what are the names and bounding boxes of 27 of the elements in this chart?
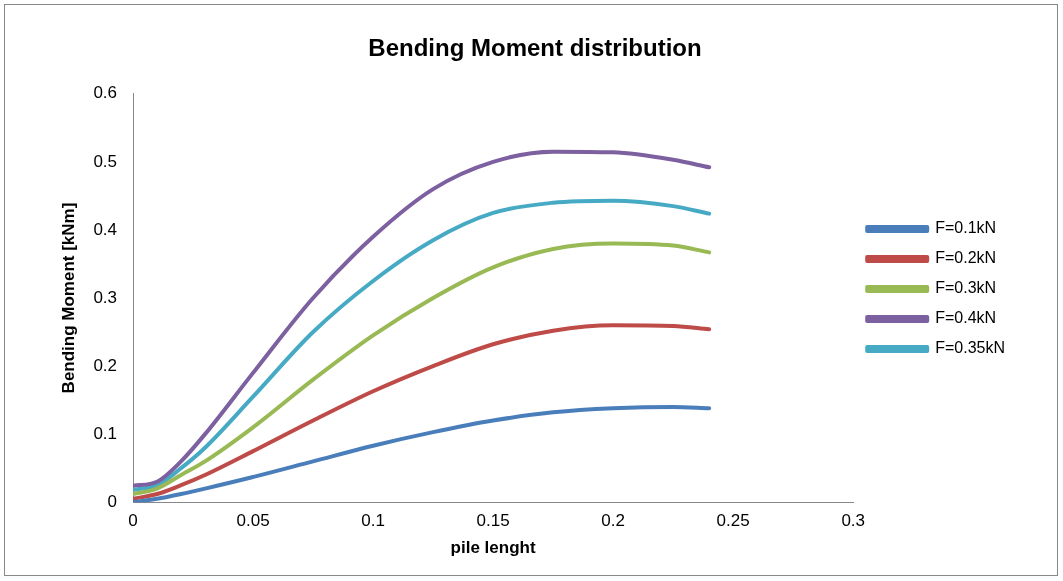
x-tick-label: 0.1 — [361, 511, 385, 531]
line-series — [133, 404, 712, 503]
line-series — [133, 323, 712, 501]
x-tick-label: 0.15 — [476, 511, 510, 531]
y-tick-label: 0 — [107, 491, 118, 511]
x-tick-label: 0.3 — [841, 511, 866, 531]
x-tick-label: 0.05 — [236, 511, 270, 531]
line-series — [133, 198, 712, 492]
x-tick-label: 0 — [128, 511, 138, 531]
y-tick-label: 0.4 — [93, 219, 118, 239]
y-tick-label: 0.6 — [93, 83, 118, 103]
legend-label: F=0.2kN — [935, 249, 997, 267]
line-series — [133, 241, 712, 497]
line-series — [133, 149, 712, 488]
x-tick-label: 0.25 — [716, 511, 750, 531]
y-tick-label: 0.3 — [93, 287, 118, 307]
legend-label: F=0.35kN — [935, 339, 1005, 357]
x-axis-title: pile lenght — [450, 538, 536, 558]
legend-label: F=0.4kN — [935, 309, 997, 327]
legend-label: F=0.3kN — [935, 279, 997, 297]
y-tick-label: 0.5 — [93, 151, 118, 171]
y-tick-label: 0.1 — [93, 423, 118, 443]
x-tick-label: 0.2 — [601, 511, 625, 531]
chart-title: Bending Moment distribution — [368, 34, 702, 62]
legend-label: F=0.1kN — [935, 219, 997, 237]
y-axis-title: Bending Moment [kNm] — [58, 202, 78, 394]
y-tick-label: 0.2 — [93, 355, 118, 375]
